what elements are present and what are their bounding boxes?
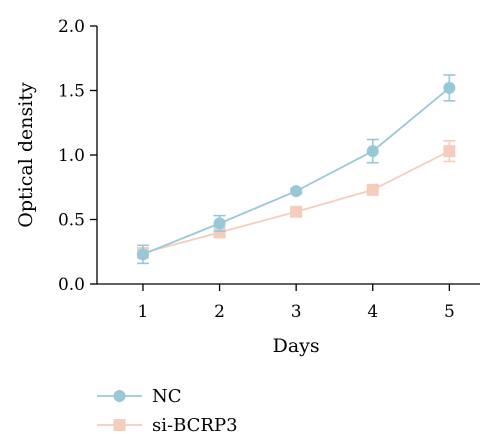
y-tick-label: 1.5 [58,82,85,102]
legend-marker [113,390,126,402]
x-tick-label: 4 [367,302,378,322]
data-point-si-bcrp3 [443,145,456,158]
legend-label: si-BCRP3 [152,415,238,436]
x-tick-label: 3 [291,302,302,322]
y-ticks: 0.0 0.5 1.0 1.5 2.0 [58,17,97,295]
y-tick-label: 0.5 [58,211,85,231]
x-axis-label: Days [273,335,320,357]
x-ticks: 1 2 3 4 5 [138,284,455,322]
series-line-nc [142,87,450,256]
data-point-nc [443,81,456,94]
x-tick-label: 5 [444,302,455,322]
legend-item-si-bcrp3: si-BCRP3 [97,415,238,436]
data-point-si-bcrp3 [213,226,226,239]
legend: NC si-BCRP3 [97,386,238,436]
legend-marker [113,419,126,431]
series-layer [136,74,456,265]
data-point-nc [366,145,379,158]
data-point-si-bcrp3 [366,183,379,196]
data-point-nc [213,217,226,230]
x-tick-label: 1 [138,302,149,322]
y-axis-label: Optical density [15,82,37,228]
data-point-nc [290,185,303,198]
data-point-si-bcrp3 [290,205,303,218]
series-nc [136,74,456,265]
x-tick-label: 2 [214,302,225,322]
y-tick-label: 1.0 [58,146,85,166]
y-tick-label: 0.0 [58,275,85,295]
series-line-si-bcrp3 [142,150,450,254]
legend-item-nc: NC [97,386,182,407]
y-tick-label: 2.0 [58,17,85,37]
legend-label: NC [152,386,182,407]
axes [96,26,480,285]
series-si-bcrp3 [136,140,456,260]
data-point-nc [136,248,149,261]
